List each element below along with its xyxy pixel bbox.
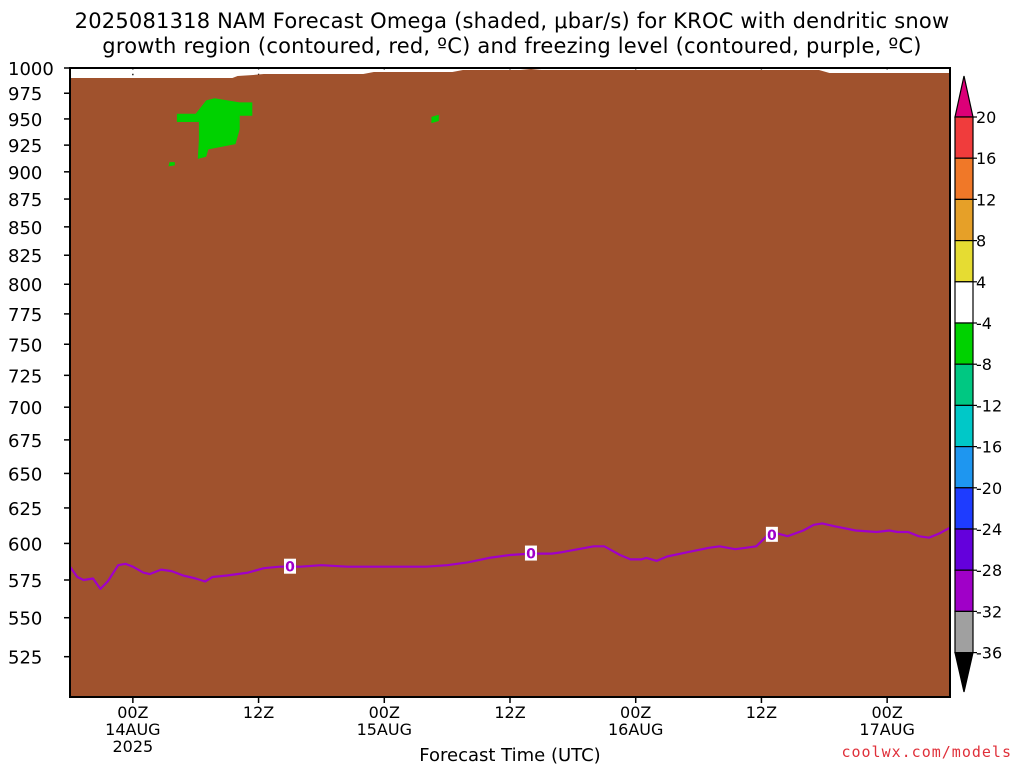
colorbar-label: -32 [976,602,1002,621]
colorbar-bottom-arrow [954,651,974,693]
x-tick-label: 15AUG [357,720,412,739]
colorbar-segment [954,528,974,571]
colorbar-label: 20 [976,108,996,127]
y-tick-label: 800 [8,275,42,296]
colorbar-segment [954,404,974,448]
terrain-area [70,69,950,697]
x-tick-label: 14AUG [105,720,160,739]
x-tick-label: 00Z [620,703,651,722]
x-tick-label: 12Z [746,703,777,722]
x-tick-label: 00Z [871,703,902,722]
colorbar-top-arrow [954,75,974,118]
colorbar-label: -12 [976,396,1002,415]
y-tick-label: 575 [8,571,42,592]
chart-title-line-2: growth region (contoured, red, ºC) and f… [102,34,922,58]
y-tick-label: 950 [8,110,42,131]
y-tick-label: 525 [8,648,42,669]
colorbar: 20 16 12 8 4 -4 -8 -12 -16 -20 -24 -28 -32 -36 [954,75,1002,693]
colorbar-segment [954,116,974,159]
colorbar-segment [954,240,974,283]
y-tick-label: 550 [8,609,42,630]
contour-label: 0 [767,528,777,544]
colorbar-segment [954,322,974,365]
omega-shaded-region [431,114,439,124]
colorbar-segment [954,446,974,489]
y-tick-label: 625 [8,499,42,520]
y-tick-label: 900 [8,163,42,184]
x-tick-label: 00Z [117,703,148,722]
colorbar-label: -16 [976,438,1002,457]
colorbar-label: -24 [976,520,1002,539]
freezing-level-line [69,522,951,591]
y-axis-ticks: 525 550 575 600 625 650 675 700 725 750 775 800 825 8… [8,59,70,669]
x-tick-label: 2025 [112,737,153,756]
y-tick-label: 675 [8,431,42,452]
contour-label: 0 [526,547,536,563]
contour-label-bg [524,545,537,561]
y-tick-label: 875 [8,190,42,211]
colorbar-label: 8 [976,232,986,251]
y-tick-label: 925 [8,136,42,157]
colorbar-label: -28 [976,561,1002,580]
colorbar-label: 16 [976,149,996,168]
y-tick-label: 1000 [8,59,54,80]
y-tick-label: 825 [8,246,42,267]
colorbar-label: -20 [976,479,1002,498]
credit-text: coolwx.com/models [841,743,1012,761]
colorbar-label: 12 [976,190,996,209]
y-tick-label: 975 [8,84,42,105]
freezing-level-contour: 0 0 0 [69,522,951,591]
colorbar-segment [954,610,974,654]
omega-shaded-region [168,162,175,167]
x-tick-label: 12Z [494,703,525,722]
colorbar-segment [954,157,974,200]
colorbar-segment [954,569,974,613]
omega-shading [168,98,439,167]
y-tick-label: 700 [8,398,42,419]
y-tick-label: 775 [8,305,42,326]
y-tick-label: 725 [8,366,42,387]
colorbar-segment [954,487,974,530]
x-tick-label: 17AUG [859,720,914,739]
colorbar-segment [954,281,974,324]
y-tick-label: 850 [8,218,42,239]
x-tick-label: 16AUG [608,720,663,739]
x-tick-label: 12Z [243,703,274,722]
contour-label-bg [765,526,778,542]
omega-shaded-region [176,98,253,159]
colorbar-segment [954,363,974,407]
y-tick-label: 650 [8,464,42,485]
colorbar-label: -8 [976,355,992,374]
x-tick-label: 00Z [369,703,400,722]
y-tick-label: 750 [8,335,42,356]
colorbar-label: 4 [976,273,986,292]
terrain-fill [70,69,950,697]
colorbar-label: -36 [976,644,1002,663]
colorbar-label: -4 [976,314,992,333]
contour-label: 0 [285,560,295,576]
x-axis-label: Forecast Time (UTC) [419,745,601,766]
chart-title-line-1: 2025081318 NAM Forecast Omega (shaded, μ… [74,9,950,33]
y-tick-label: 600 [8,534,42,555]
contour-label-bg [284,558,296,574]
colorbar-segment [954,198,974,242]
